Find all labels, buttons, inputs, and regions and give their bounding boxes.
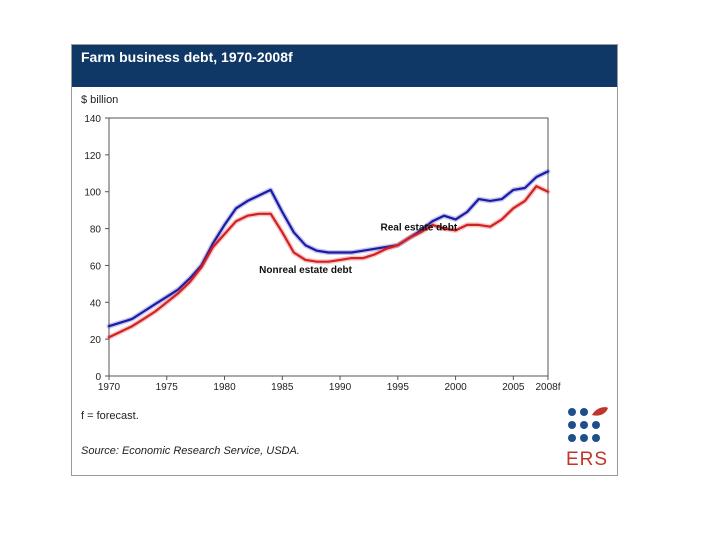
ers-logo (568, 407, 608, 442)
x-tick-label: 2005 (502, 382, 525, 393)
chart-header: Farm business debt, 1970-2008f (72, 45, 617, 87)
y-axis-label: $ billion (81, 94, 119, 106)
x-tick-label: 1995 (387, 382, 410, 393)
ers-logo-text: ERS (566, 449, 609, 470)
y-tick-label: 80 (90, 225, 102, 236)
series-annotation: Real estate debt (380, 222, 457, 233)
logo-dot (568, 408, 576, 416)
logo-dot (580, 434, 588, 442)
leaf-icon (592, 407, 608, 416)
forecast-footnote: f = forecast. (81, 410, 139, 422)
logo-dot (568, 434, 576, 442)
logo-dot (592, 421, 600, 429)
line-chart: 0 20 40 60 80 100 120 140 1970 1975 1980 1985 1990 19… (84, 114, 560, 393)
chart-title: Farm business debt, 1970-2008f (81, 49, 293, 65)
y-tick-label: 0 (95, 372, 101, 383)
series-line-shadow (106, 168, 551, 329)
series-annotation: Nonreal estate debt (259, 265, 352, 276)
plot-area (108, 117, 549, 377)
y-tick-label: 100 (84, 188, 101, 199)
logo-dot (592, 434, 600, 442)
source-note: Source: Economic Research Service, USDA. (81, 445, 300, 457)
chart-frame: Farm business debt, 1970-2008f $ billion… (71, 44, 618, 476)
x-tick-label: 1985 (271, 382, 294, 393)
y-tick-label: 60 (90, 261, 102, 272)
x-tick-label: 1975 (156, 382, 179, 393)
y-tick-label: 140 (84, 114, 101, 125)
x-tick-label: 2008f (535, 382, 560, 393)
series-line (107, 170, 550, 328)
y-tick-label: 20 (90, 335, 102, 346)
x-tick-label: 2000 (444, 382, 467, 393)
logo-dot (568, 421, 576, 429)
y-tick-label: 120 (84, 151, 101, 162)
logo-dot (580, 408, 588, 416)
y-tick-label: 40 (90, 298, 102, 309)
x-tick-label: 1980 (213, 382, 236, 393)
logo-dot (580, 421, 588, 429)
series-line (107, 185, 550, 339)
x-tick-label: 1970 (98, 382, 121, 393)
x-tick-label: 1990 (329, 382, 352, 393)
